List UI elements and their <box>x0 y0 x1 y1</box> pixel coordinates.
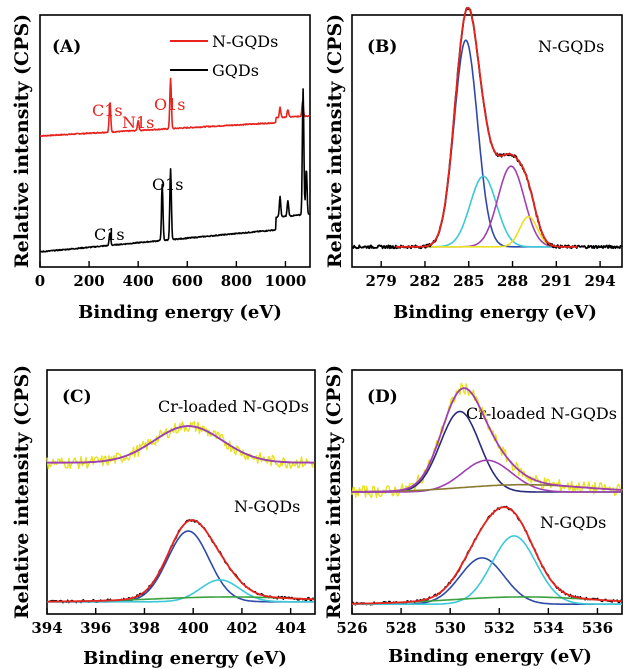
panel-b-curves <box>351 6 622 250</box>
panel-b-tick-label: 291 <box>541 272 572 290</box>
c-fit-envelope-1 <box>47 519 314 603</box>
panel-c-tick-label: 394 <box>31 619 62 637</box>
c1s-fit-envelope <box>395 6 578 248</box>
d-fit-envelope-1 <box>351 506 622 605</box>
anno-o1s-gqds: O1s <box>152 175 184 194</box>
anno-c1s-ngqds: C1s <box>92 101 123 120</box>
panel-c-tick-label: 398 <box>129 619 160 637</box>
panel-c-tick-label: 400 <box>178 619 209 637</box>
panel-b-tick-label: 282 <box>409 272 440 290</box>
panel-b-label: (B) <box>367 37 397 57</box>
panel-d-ylabel: Relative intensity (CPS) <box>323 365 345 619</box>
panel-a-xlabel: Binding energy (eV) <box>78 302 282 323</box>
panel-c-frame <box>46 369 316 615</box>
panel-a-ticks: 0 200 400 600 800 1000 <box>35 261 307 290</box>
c-fit-envelope-0 <box>47 425 314 464</box>
panel-a-label: (A) <box>52 37 81 57</box>
panel-a-curves <box>39 77 311 253</box>
legend-gqds-label: GQDs <box>212 61 259 80</box>
panel-c-label: (C) <box>62 387 92 407</box>
panel-a-ylabel: Relative intensity (CPS) <box>11 14 33 268</box>
panel-b-frame <box>351 14 623 268</box>
panel-c-ylabel: Relative intensity (CPS) <box>11 365 33 619</box>
panel-c-curves <box>46 421 315 604</box>
panel-c-tick-label: 404 <box>275 619 306 637</box>
panel-c-spectrum-label-ngqds: N-GQDs <box>234 497 300 516</box>
panel-d-spectrum-label-ngqds: N-GQDs <box>540 513 606 532</box>
c-component-1-0 <box>47 530 314 603</box>
panel-b-ylabel: Relative intensity (CPS) <box>324 14 346 268</box>
panel-a-tick-label: 800 <box>221 272 252 290</box>
panel-c-ticks: 394 396 398 400 402 404 <box>31 608 306 637</box>
d-component-0-1 <box>352 459 622 493</box>
panel-a: (A) 0 200 400 600 800 1000 N-GQDs GQDs C1s N1… <box>11 14 311 323</box>
panel-b-tick-label: 288 <box>497 272 528 290</box>
anno-n1s-ngqds: N1s <box>122 113 154 132</box>
panel-b-ticks: 279 282 285 288 291 294 <box>366 261 616 290</box>
anno-o1s-ngqds: O1s <box>154 95 186 114</box>
panel-d: (D) Cr-loaded N-GQDs N-GQDs 526 528 530 532… <box>323 365 623 667</box>
panel-d-tick-label: 530 <box>435 619 466 637</box>
panel-a-tick-label: 400 <box>123 272 154 290</box>
d-component-1-1 <box>352 535 622 605</box>
panel-d-curves <box>351 382 623 606</box>
panel-d-xlabel: Binding energy (eV) <box>388 646 592 667</box>
panel-a-tick-label: 1000 <box>265 272 307 290</box>
c1s-component-1 <box>395 175 578 248</box>
panel-b-tick-label: 285 <box>453 272 484 290</box>
panel-d-tick-label: 536 <box>582 619 613 637</box>
panel-c-spectrum-label-cr: Cr-loaded N-GQDs <box>158 397 309 416</box>
survey-series-n-gqds <box>39 77 311 138</box>
panel-b-title: N-GQDs <box>538 37 604 56</box>
panel-d-tick-label: 528 <box>385 619 416 637</box>
panel-c-tick-label: 396 <box>80 619 111 637</box>
panel-d-tick-label: 534 <box>533 619 564 637</box>
c1s-component-0 <box>395 39 578 248</box>
panel-b-tick-label: 279 <box>366 272 397 290</box>
panel-d-tick-label: 526 <box>336 619 367 637</box>
panel-d-tick-label: 532 <box>484 619 515 637</box>
panel-a-tick-label: 200 <box>73 272 104 290</box>
panel-d-label: (D) <box>367 387 398 407</box>
panel-a-frame <box>39 14 311 268</box>
c-raw-spectrum-1 <box>46 519 314 604</box>
d-fit-envelope-0 <box>351 387 623 493</box>
panel-b: (B) N-GQDs 279 282 285 288 291 294 Binding en… <box>324 6 623 323</box>
panel-c-tick-label: 402 <box>226 619 257 637</box>
panel-c: (C) Cr-loaded N-GQDs N-GQDs 394 396 398 400… <box>11 365 316 669</box>
legend-ngqds-label: N-GQDs <box>212 32 278 51</box>
panel-b-xlabel: Binding energy (eV) <box>393 302 597 323</box>
panel-c-xlabel: Binding energy (eV) <box>83 648 287 669</box>
panel-d-ticks: 526 528 530 532 534 536 <box>336 608 613 637</box>
panel-b-tick-label: 294 <box>584 272 615 290</box>
survey-series-gqds <box>39 88 311 253</box>
panel-d-spectrum-label-cr: Cr-loaded N-GQDs <box>466 404 617 423</box>
panel-a-tick-label: 600 <box>172 272 203 290</box>
panel-a-tick-label: 0 <box>35 272 45 290</box>
anno-c1s-gqds: C1s <box>94 225 125 244</box>
